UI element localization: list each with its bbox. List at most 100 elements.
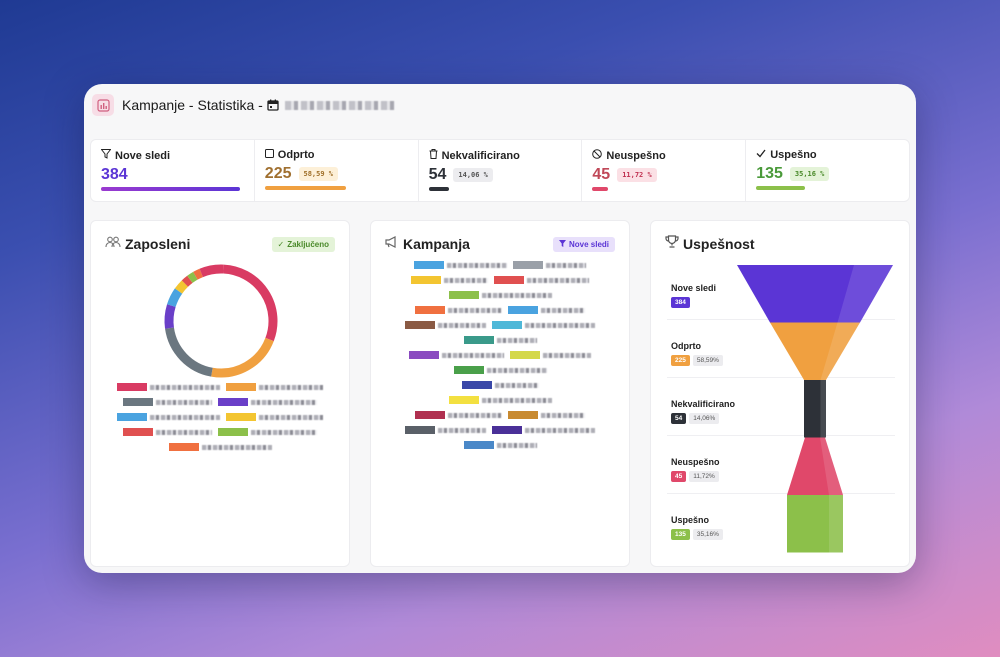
funnel-segment[interactable] [737,265,893,323]
legend-row [371,381,629,389]
legend-item[interactable] [508,306,585,314]
legend-item[interactable] [492,426,595,434]
funnel-segment-highlight [829,495,843,553]
legend-item[interactable] [508,411,585,419]
stat-label: Nekvalificirano [441,149,520,162]
funnel-percent-badge: 35,16% [692,529,723,540]
legend-item[interactable] [226,383,323,391]
legend-swatch [226,383,256,391]
legend-item[interactable] [415,306,502,314]
funnel-segment-highlight [820,380,826,438]
legend-item[interactable] [123,398,212,406]
legend-item[interactable] [463,441,537,449]
megaphone-icon [385,235,399,253]
donut-segment[interactable] [167,288,183,308]
donut-segment[interactable] [211,337,274,378]
check-icon [756,149,766,161]
donut-segment[interactable] [164,304,176,329]
donut-segment[interactable] [223,264,278,342]
legend-item[interactable] [405,426,486,434]
legend-item[interactable] [494,276,589,284]
status-filter-badge[interactable]: Nove sledi [552,236,615,252]
donut-segment[interactable] [174,280,189,294]
funnel-segment[interactable] [804,380,826,438]
stat-label: Odprto [277,149,315,161]
legend-swatch [448,396,479,404]
legend-item[interactable] [415,411,502,419]
stat-5[interactable]: Uspešno 135 35,16 % [746,140,909,201]
legend-swatch [463,336,494,344]
legend-item[interactable] [463,336,537,344]
donut-segment[interactable] [165,327,213,377]
legend-item[interactable] [405,321,486,329]
legend-swatch [123,428,153,436]
redacted-label [541,307,585,313]
redacted-label [156,429,212,435]
legend-item[interactable] [123,428,212,436]
legend-swatch [405,426,435,434]
funnel-stage-label: Nove sledi [671,283,717,293]
redacted-label [259,414,323,420]
stat-2[interactable]: Odprto 225 58,59 % [255,140,419,201]
funnel-segment-highlight [820,437,843,495]
funnel-segment[interactable] [787,495,843,553]
legend-item[interactable] [218,428,317,436]
legend-item[interactable] [168,443,272,451]
legend-item[interactable] [218,398,317,406]
legend-item[interactable] [510,351,591,359]
legend-swatch [218,398,248,406]
donut-segment[interactable] [181,275,193,287]
donut-segment[interactable] [193,268,204,280]
redacted-label [546,262,586,268]
completed-badge[interactable]: ✓ Zaključeno [271,236,335,252]
success-funnel-chart [737,265,893,553]
stat-label: Neuspešno [606,149,666,162]
stat-3[interactable]: Nekvalificirano 54 14,06 % [419,140,583,201]
square-icon [264,149,274,161]
legend-swatch [409,351,439,359]
legend-row [371,411,629,419]
funnel-divider [667,493,895,494]
legend-item[interactable] [461,381,539,389]
redacted-label [481,292,552,298]
legend-item[interactable] [453,366,547,374]
legend-item[interactable] [492,321,595,329]
redacted-date [284,100,395,110]
legend-item[interactable] [448,291,552,299]
funnel-stage[interactable]: Uspešno 135 35,16% [671,515,751,540]
legend-item[interactable] [117,413,220,421]
funnel-stage[interactable]: Nekvalificirano 54 14,06% [671,399,751,424]
stat-value: 135 [756,165,783,182]
app-window: Kampanje - Statistika - Nove sledi 384 Odp… [84,84,916,573]
legend-item[interactable] [513,261,586,269]
legend-row [371,396,629,404]
legend-item[interactable] [414,261,507,269]
stat-4[interactable]: Neuspešno 45 11,72 % [582,140,747,201]
donut-segment[interactable] [199,264,224,278]
funnel-stage-label: Nekvalificirano [671,399,736,409]
redacted-label [438,322,486,328]
legend-item[interactable] [409,351,504,359]
legend-item[interactable] [226,413,323,421]
legend-row [91,428,349,436]
status-filter-label: Nove sledi [568,239,609,249]
legend-swatch [415,306,445,314]
legend-swatch [415,411,445,419]
funnel-stage-label: Neuspešno [671,457,720,467]
funnel-segment[interactable] [787,437,843,496]
donut-segment[interactable] [187,271,198,283]
funnel-stage[interactable]: Neuspešno 45 11,72% [671,457,751,482]
funnel-stage[interactable]: Odprto 225 58,59% [671,341,751,366]
legend-swatch [461,381,492,389]
stat-percent: 58,59 % [298,167,339,181]
legend-item[interactable] [448,396,552,404]
legend-item[interactable] [117,383,220,391]
stat-percent: 35,16 % [789,167,830,181]
redacted-label [486,367,547,373]
funnel-segment[interactable] [770,322,860,381]
legend-item[interactable] [411,276,488,284]
funnel-stage[interactable]: Nove sledi 384 [671,283,751,308]
stat-1[interactable]: Nove sledi 384 [91,140,255,201]
redacted-label [496,442,537,448]
funnel-count-badge: 45 [671,471,687,482]
